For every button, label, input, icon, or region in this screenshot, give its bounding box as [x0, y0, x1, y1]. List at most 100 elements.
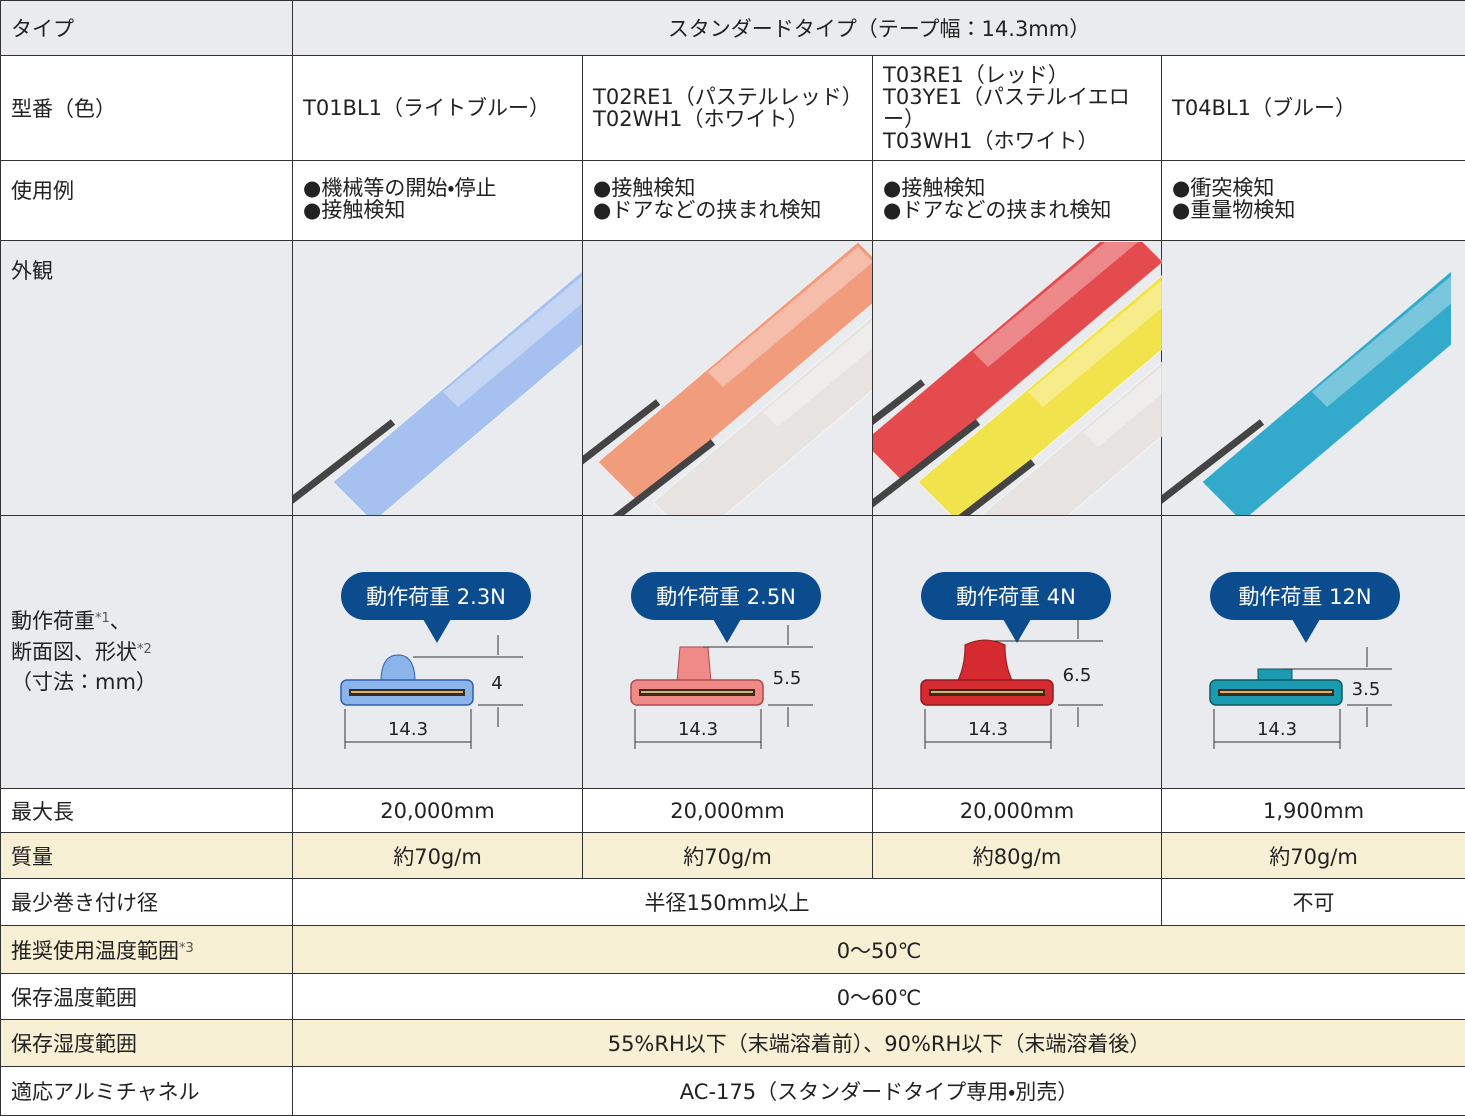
section-cell: 動作荷重 4N 6.5 14.3	[873, 516, 1162, 789]
cell-line: T02RE1（パステルレッド）	[593, 86, 862, 108]
label-text: 保存温度範囲	[11, 986, 137, 1010]
row-label: 型番（色）	[1, 56, 293, 161]
row-label: 最少巻き付け径	[1, 879, 293, 926]
cell-line: ●接触検知	[883, 177, 1151, 199]
value-cell: 1,900mm	[1162, 789, 1465, 833]
value-cell: 0～50℃	[293, 926, 1465, 974]
model-cell: T03RE1（レッド）T03YE1（パステルイエロー）T03WH1（ホワイト）	[873, 56, 1162, 161]
label-text: 質量	[11, 845, 53, 869]
value-cell: 約70g/m	[293, 833, 583, 879]
label-line: （寸法：mm）	[11, 667, 282, 697]
label-line: 動作荷重*1、	[11, 606, 282, 636]
value-cell: 約80g/m	[873, 833, 1162, 879]
header-cell: タイプ	[1, 1, 293, 56]
label-line: 断面図、形状*2	[11, 637, 282, 667]
cell-line: T02WH1（ホワイト）	[593, 108, 862, 130]
callout-text: 動作荷重 4N	[956, 585, 1076, 609]
height-label: 5.5	[773, 668, 802, 689]
section-cell: 動作荷重 12N 3.5 14.3	[1162, 516, 1465, 789]
value-cell: 20,000mm	[583, 789, 873, 833]
label-text: 保存湿度範囲	[11, 1032, 137, 1056]
usage-cell: ●衝突検知●重量物検知	[1162, 161, 1465, 241]
label-text: 適応アルミチャネル	[11, 1080, 200, 1104]
value-cell: 20,000mm	[873, 789, 1162, 833]
label-text: 最大長	[11, 800, 74, 824]
footnote-mark: *2	[137, 642, 152, 657]
value-cell: 20,000mm	[293, 789, 583, 833]
cell-line: ●接触検知	[303, 199, 572, 221]
profile-bump	[957, 640, 1013, 682]
usage-cell: ●接触検知●ドアなどの挟まれ検知	[873, 161, 1162, 241]
value-cell: AC-175（スタンダードタイプ専用・別売）	[293, 1067, 1465, 1116]
cell-line: T04BL1（ブルー）	[1172, 97, 1455, 119]
cell-line: ●ドアなどの挟まれ検知	[593, 199, 862, 221]
profile-bump	[381, 655, 415, 682]
table-row: 保存温度範囲 0～60℃	[1, 974, 1465, 1020]
label-text: 推奨使用温度範囲	[11, 939, 179, 963]
footnote-mark: *3	[179, 941, 194, 956]
label-text: 、	[110, 609, 131, 633]
callout-pointer	[713, 619, 741, 643]
row-label: 質量	[1, 833, 293, 879]
cross-section: 動作荷重 4N 6.5 14.3	[873, 517, 1162, 788]
label-text: （寸法：mm）	[11, 670, 157, 694]
cell-line: T03RE1（レッド）	[883, 64, 1151, 86]
cross-section: 動作荷重 12N 3.5 14.3	[1162, 517, 1451, 788]
cell-line: ●接触検知	[593, 177, 862, 199]
header-cell: スタンダードタイプ（テープ幅：14.3mm）	[293, 1, 1465, 56]
width-label: 14.3	[678, 719, 718, 740]
height-label: 3.5	[1352, 679, 1381, 700]
profile-bump	[677, 647, 711, 682]
height-label: 6.5	[1063, 665, 1092, 686]
callout-text: 動作荷重 2.5N	[656, 585, 796, 609]
cross-section: 動作荷重 2.5N 5.5 14.3	[583, 517, 872, 788]
table-row: 外観	[1, 241, 1465, 516]
row-label: 使用例	[1, 161, 293, 241]
callout-text: 動作荷重 12N	[1238, 585, 1371, 609]
callout-pointer	[423, 619, 451, 643]
table-row: 適応アルミチャネル AC-175（スタンダードタイプ専用・別売）	[1, 1067, 1465, 1116]
image-cell	[1162, 241, 1465, 516]
model-cell: T01BL1（ライトブルー）	[293, 56, 583, 161]
row-label: 保存湿度範囲	[1, 1020, 293, 1067]
cell-line: T03YE1（パステルイエロー）	[883, 86, 1151, 130]
width-label: 14.3	[968, 719, 1008, 740]
label-text: 断面図、形状	[11, 640, 137, 664]
callout-pointer	[1003, 619, 1031, 643]
image-cell	[583, 241, 873, 516]
row-label: 外観	[1, 241, 293, 516]
usage-cell: ●接触検知●ドアなどの挟まれ検知	[583, 161, 873, 241]
table-row: タイプスタンダードタイプ（テープ幅：14.3mm）	[1, 1, 1465, 56]
value-cell: 0～60℃	[293, 974, 1465, 1020]
width-label: 14.3	[388, 719, 428, 740]
cell-line: ●衝突検知	[1172, 177, 1455, 199]
model-cell: T04BL1（ブルー）	[1162, 56, 1465, 161]
width-label: 14.3	[1257, 719, 1297, 740]
table-row: 使用例●機械等の開始・停止●接触検知●接触検知●ドアなどの挟まれ検知●接触検知●…	[1, 161, 1465, 241]
usage-cell: ●機械等の開始・停止●接触検知	[293, 161, 583, 241]
value-cell: 55%RH以下（末端溶着前）、90%RH以下（末端溶着後）	[293, 1020, 1465, 1067]
table-row: 最少巻き付け径半径150mm以上不可	[1, 879, 1465, 926]
section-cell: 動作荷重 2.5N 5.5 14.3	[583, 516, 873, 789]
value-cell: 約70g/m	[583, 833, 873, 879]
label-text: 動作荷重	[11, 609, 95, 633]
cell-line: T03WH1（ホワイト）	[883, 130, 1151, 152]
label-text: 最少巻き付け径	[11, 891, 158, 915]
row-label: 最大長	[1, 789, 293, 833]
product-image	[873, 242, 1162, 515]
cell-line: ●ドアなどの挟まれ検知	[883, 199, 1151, 221]
row-label: 推奨使用温度範囲*3	[1, 926, 293, 974]
image-cell	[873, 241, 1162, 516]
model-cell: T02RE1（パステルレッド）T02WH1（ホワイト）	[583, 56, 873, 161]
cell-line: T01BL1（ライトブルー）	[303, 97, 572, 119]
product-image	[293, 242, 582, 515]
image-cell	[293, 241, 583, 516]
